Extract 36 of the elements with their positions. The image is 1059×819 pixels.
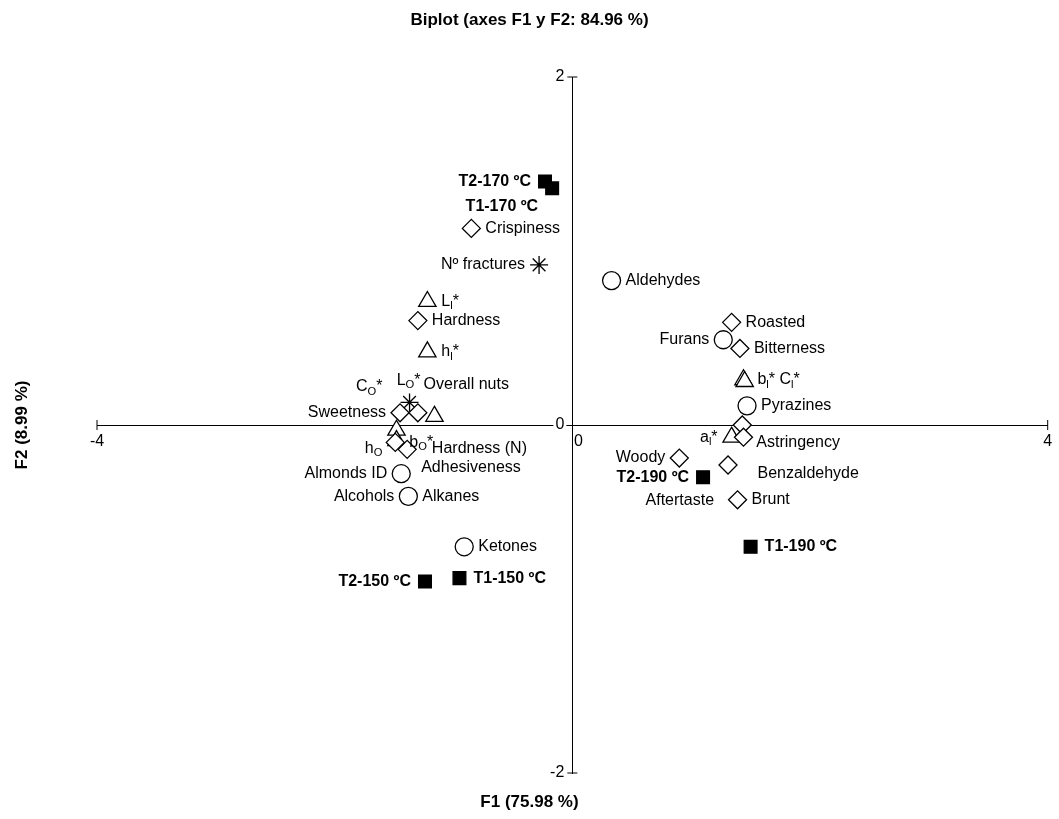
annotation: T2-150 ºC — [338, 572, 412, 590]
y-tick-label: 0 — [555, 415, 565, 433]
y-tick-label: 2 — [555, 67, 565, 85]
annotation: Ketones — [478, 537, 537, 555]
annotation: Bitterness — [753, 338, 826, 356]
annotation: Adhesiveness — [421, 457, 521, 475]
annotation: Hardness — [431, 311, 501, 329]
x-axis-title: F1 (75.98 %) — [479, 792, 580, 812]
annotation: Roasted — [745, 312, 806, 330]
annotation: Aftertaste — [645, 491, 715, 509]
annotation: Woody — [615, 448, 666, 466]
annotation: Overall nuts — [423, 374, 509, 392]
chart-title: Biplot (axes F1 y F2: 84.96 %) — [409, 10, 650, 30]
annotation: Pyrazines — [761, 396, 832, 414]
annotation: Almonds ID — [304, 464, 388, 482]
annotation: T2-190 ºC — [616, 467, 690, 485]
annotation: T1-150 ºC — [473, 568, 547, 586]
annotation: Aldehydes — [625, 270, 701, 288]
annotation: Alkanes — [422, 486, 480, 504]
annotation: Crispiness — [485, 218, 561, 236]
annotation: Hardness (N) — [431, 439, 527, 457]
annotation: Sweetness — [307, 403, 387, 421]
x-tick-label: 4 — [1043, 432, 1053, 450]
annotation: T2-170 ºC — [458, 171, 532, 189]
annotation: Astringency — [756, 433, 840, 451]
annotation: Furans — [659, 330, 710, 348]
x-tick-label: 0 — [573, 432, 583, 450]
y-axis-title: F2 (8.99 %) — [12, 380, 32, 470]
annotation: T1-170 ºC — [465, 196, 539, 214]
y-tick-label: -2 — [550, 763, 565, 781]
annotation: Benzaldehyde — [757, 463, 859, 481]
annotation: T1-190 ºC — [764, 537, 838, 555]
x-tick-label: -4 — [89, 432, 105, 450]
annotation: Alcohols — [333, 486, 395, 504]
annotation: Brunt — [751, 490, 791, 508]
annotation: Nº fractures — [440, 255, 526, 273]
